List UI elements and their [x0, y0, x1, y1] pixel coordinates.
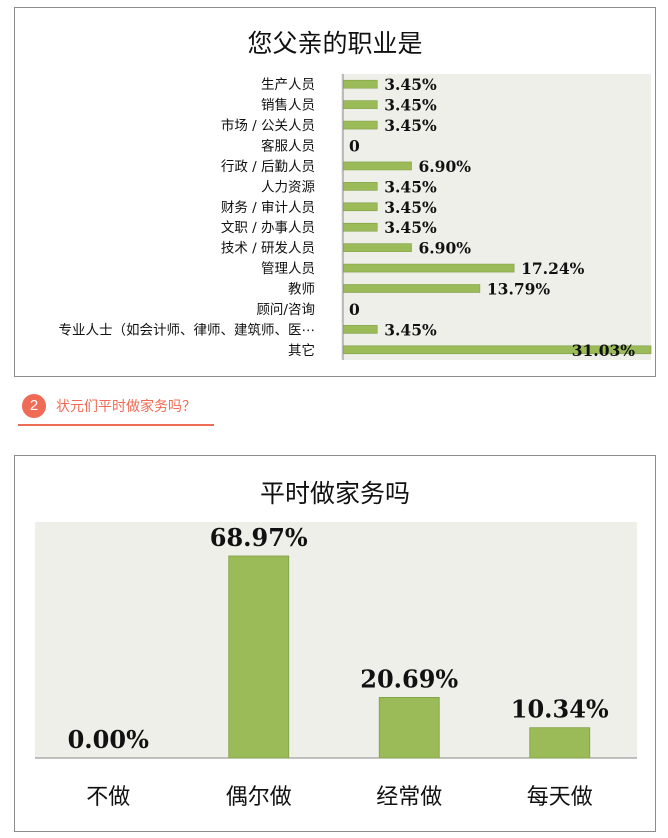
bar — [342, 222, 378, 232]
bar — [342, 182, 378, 191]
value-label: 10.34% — [511, 695, 609, 724]
section-title: 状元们平时做家务吗？ — [56, 399, 196, 415]
category-label: 教师 — [288, 282, 315, 298]
bar — [378, 697, 440, 759]
category-label: 销售人员 — [261, 98, 315, 114]
category-label: 生产人员 — [261, 77, 315, 93]
category-label: 行政 / 后勤人员 — [221, 159, 315, 175]
value-label: 3.45% — [384, 96, 437, 115]
category-label: 每天做 — [527, 785, 593, 810]
bar — [342, 202, 378, 212]
category-label: 客服人员 — [261, 138, 315, 155]
value-label: 6.90% — [418, 157, 471, 176]
value-label: 0 — [349, 137, 360, 156]
bar — [342, 284, 481, 293]
plot-area — [341, 74, 651, 360]
category-label: 市场 / 公关人员 — [221, 117, 315, 134]
value-label: 6.90% — [418, 239, 471, 258]
category-label: 文职 / 办事人员 — [221, 220, 315, 236]
value-label: 68.97% — [210, 523, 308, 552]
bar — [342, 79, 378, 89]
category-label: 管理人员 — [261, 261, 315, 277]
category-label: 财务 / 审计人员 — [221, 200, 315, 216]
father-occupation-svg: 生产人员 3.45% 销售人员 3.45% 市场 / 公关人员 3.45% 客服人员 0 行政 … — [59, 74, 652, 360]
housework-chart: 平时做家务吗 0.00% 不做 68.97% 偶尔做 20.69% 经常做 10.34% 每天… — [14, 455, 656, 832]
category-label: 技术 / 研发人员 — [221, 241, 315, 257]
value-label: 31.03% — [572, 341, 636, 360]
plot-area — [35, 522, 637, 758]
section-heading: 2 状元们平时做家务吗？ — [18, 392, 214, 426]
bar — [342, 100, 378, 109]
value-label: 3.45% — [384, 177, 437, 196]
category-label: 不做 — [86, 785, 130, 810]
bar — [529, 727, 591, 759]
section-number-badge: 2 — [22, 394, 46, 418]
bar — [342, 263, 515, 273]
value-label: 3.45% — [384, 198, 437, 217]
housework-svg: 0.00% 不做 68.97% 偶尔做 20.69% 经常做 10.34% 每天做 — [35, 522, 637, 810]
father-occupation-chart: 您父亲的职业是 生产人员 3.45% 销售人员 3.45% 市场 / 公关人员 3.45%… — [14, 7, 656, 377]
category-label: 顾问/咨询 — [256, 302, 315, 318]
bar — [342, 325, 378, 334]
category-label: 其它 — [288, 342, 315, 359]
value-label: 3.45% — [384, 116, 437, 135]
value-label: 3.45% — [384, 218, 437, 237]
category-label: 专业人士（如会计师、律师、建筑师、医⋯ — [59, 322, 316, 338]
category-label: 偶尔做 — [226, 785, 292, 810]
bar — [228, 555, 290, 759]
value-label: 0.00% — [68, 725, 149, 754]
value-label: 20.69% — [360, 664, 458, 693]
value-label: 3.45% — [384, 75, 437, 94]
category-label: 人力资源 — [261, 179, 315, 195]
category-label: 经常做 — [376, 785, 442, 810]
value-label: 3.45% — [384, 320, 437, 339]
bar — [342, 161, 412, 171]
value-label: 0 — [349, 300, 360, 319]
value-label: 17.24% — [521, 259, 585, 278]
chart-title: 您父亲的职业是 — [247, 29, 423, 58]
value-label: 13.79% — [487, 280, 551, 299]
chart-title: 平时做家务吗 — [259, 479, 410, 508]
bar — [342, 120, 378, 130]
bar — [342, 243, 412, 252]
